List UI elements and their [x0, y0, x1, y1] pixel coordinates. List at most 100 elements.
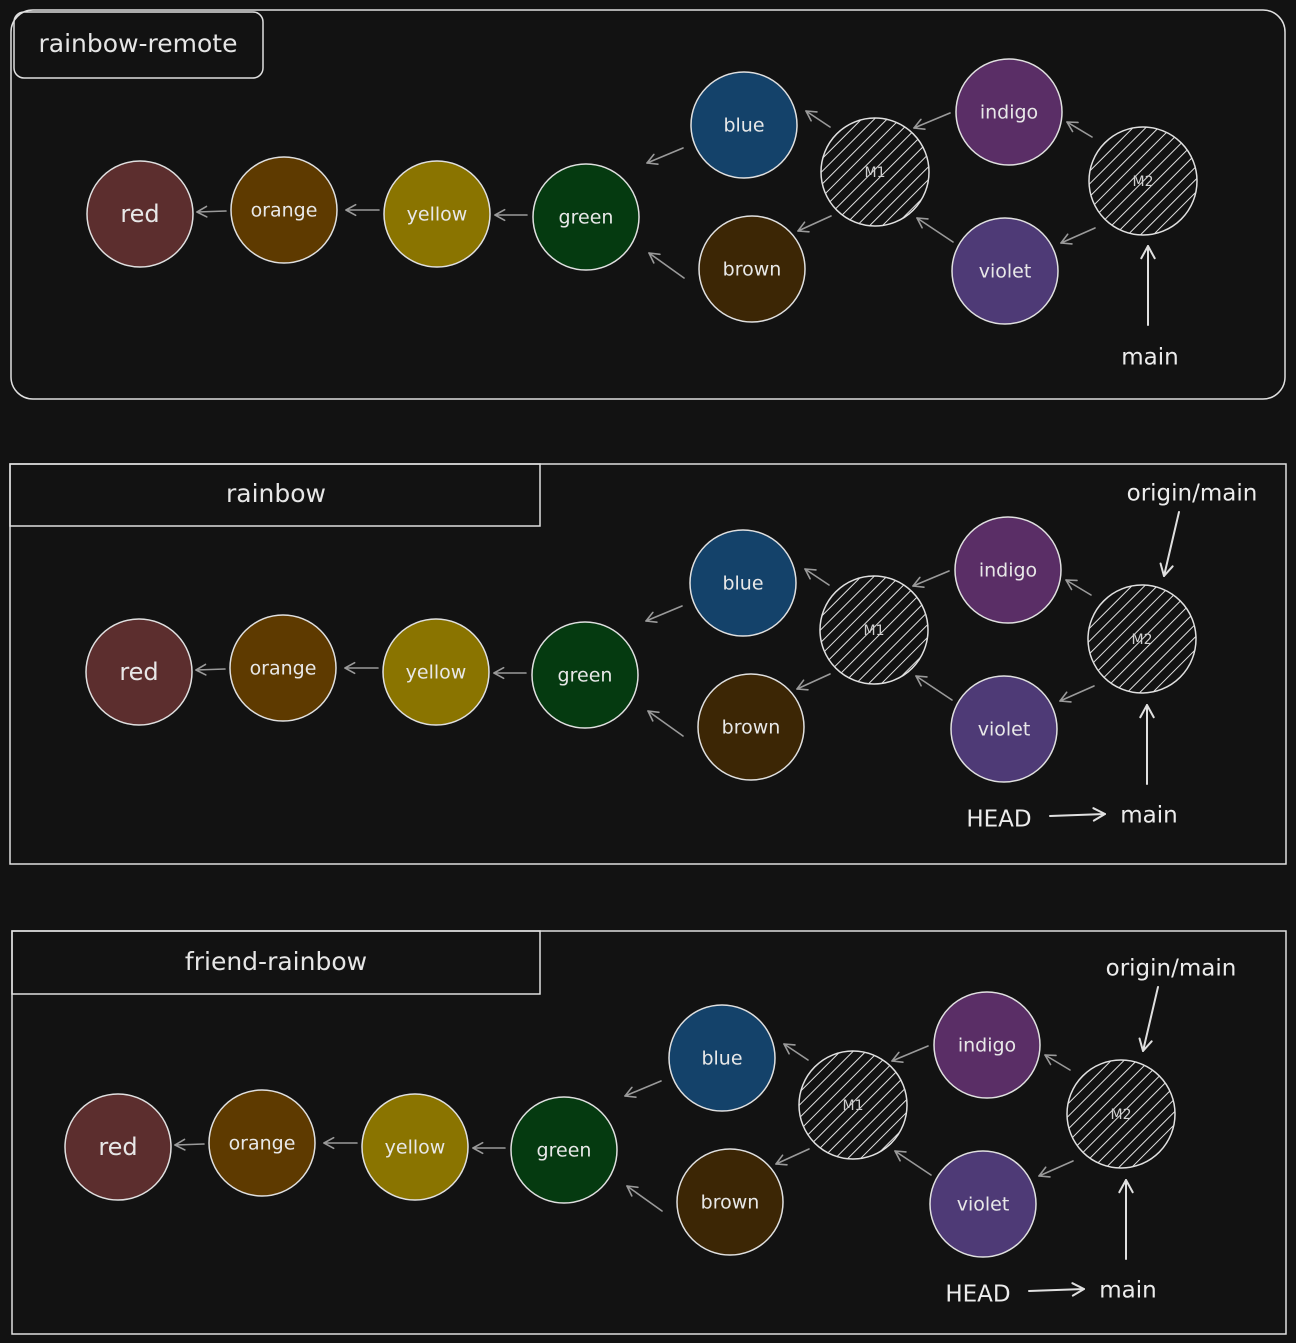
head-arrow: [1049, 807, 1106, 822]
commit-orange: orange: [229, 614, 337, 722]
parent-arrow: [494, 208, 528, 222]
commit-label: indigo: [958, 1035, 1016, 1057]
origin-main-arrow: [1159, 511, 1180, 577]
repo-name: rainbow: [226, 479, 326, 508]
commit-indigo: indigo: [955, 58, 1063, 166]
parent-arrow: [624, 1080, 662, 1098]
head-label: HEAD: [966, 807, 1031, 833]
parent-arrow: [894, 1150, 932, 1176]
commit-label: yellow: [407, 204, 468, 226]
commit-yellow: yellow: [382, 618, 490, 726]
repo-name: rainbow-remote: [39, 29, 238, 58]
parent-arrow: [797, 215, 832, 233]
commit-label: violet: [979, 261, 1032, 283]
commit-label: M2: [1111, 1107, 1132, 1123]
parent-arrow: [196, 205, 227, 218]
commit-label: blue: [722, 573, 763, 595]
commit-violet: violet: [951, 217, 1059, 325]
repo-panel: rainbow-remote red orange yellow green blue br…: [10, 9, 1286, 400]
commit-yellow: yellow: [361, 1093, 469, 1201]
parent-arrow: [344, 661, 379, 675]
parent-arrow: [1066, 121, 1093, 138]
commit-brown: brown: [676, 1148, 784, 1256]
commit-label: red: [119, 658, 158, 686]
parent-arrow: [647, 710, 684, 737]
panel-frame: [10, 9, 1286, 400]
parent-arrow: [645, 605, 683, 623]
parent-arrow: [783, 1043, 809, 1061]
commit-green: green: [531, 621, 639, 729]
commit-label: red: [98, 1133, 137, 1161]
commit-label: green: [558, 665, 613, 687]
panel-frame: [11, 930, 1287, 1335]
parent-arrow: [1038, 1160, 1074, 1178]
parent-arrow: [646, 147, 684, 165]
repo-panel: friend-rainbow red orange yellow green blue br…: [11, 930, 1287, 1335]
parent-arrow: [804, 568, 830, 586]
parent-arrow: [912, 570, 950, 588]
commit-label: orange: [251, 200, 318, 222]
commit-green: green: [510, 1096, 618, 1204]
commit-orange: orange: [208, 1089, 316, 1197]
commit-graph: red orange yellow green blue brown M1 indigo vio…: [86, 58, 1198, 371]
commit-violet: violet: [929, 1150, 1037, 1258]
commit-yellow: yellow: [383, 160, 491, 268]
parent-arrow: [916, 217, 954, 243]
commit-label: blue: [701, 1048, 742, 1070]
commit-red: red: [85, 618, 193, 726]
head-arrow: [1028, 1282, 1085, 1297]
commit-violet: violet: [950, 675, 1058, 783]
commit-blue: blue: [689, 529, 797, 637]
commit-m2: M2: [1066, 1059, 1176, 1169]
parent-arrow: [891, 1045, 929, 1063]
parent-arrow: [796, 673, 831, 691]
head-label: HEAD: [945, 1282, 1010, 1308]
commit-brown: brown: [698, 215, 806, 323]
commit-label: M2: [1132, 632, 1153, 648]
commit-brown: brown: [697, 673, 805, 781]
parent-arrow: [915, 675, 953, 701]
commit-label: M2: [1133, 174, 1154, 190]
parent-arrow: [1044, 1054, 1071, 1071]
commit-label: green: [537, 1140, 592, 1162]
panel-label-box: [9, 463, 541, 527]
repo-name: friend-rainbow: [185, 947, 367, 976]
commit-label: M1: [864, 623, 885, 639]
commit-label: orange: [229, 1133, 296, 1155]
panel-frame: [9, 463, 1287, 865]
origin-main-label: origin/main: [1127, 481, 1258, 507]
commit-label: M1: [843, 1098, 864, 1114]
main-ref-arrow: [1140, 245, 1156, 326]
commit-label: yellow: [406, 662, 467, 684]
commit-green: green: [532, 163, 640, 271]
parent-arrow: [323, 1136, 358, 1150]
origin-main-label: origin/main: [1106, 956, 1237, 982]
commit-graph: red orange yellow green blue brown M1 indigo vio…: [85, 481, 1258, 833]
commit-m2: M2: [1088, 126, 1198, 236]
commit-red: red: [86, 160, 194, 268]
branch-main-label: main: [1099, 1278, 1156, 1304]
commit-label: brown: [722, 717, 781, 739]
repo-panel: rainbow red orange yellow green blue brown M1 in…: [9, 463, 1287, 865]
parent-arrow: [805, 110, 831, 128]
commit-indigo: indigo: [933, 991, 1041, 1099]
main-ref-arrow: [1139, 704, 1155, 785]
parent-arrow: [472, 1141, 506, 1155]
commit-label: indigo: [980, 102, 1038, 124]
commit-label: yellow: [385, 1137, 446, 1159]
commit-label: brown: [701, 1192, 760, 1214]
commit-indigo: indigo: [954, 516, 1062, 624]
commit-orange: orange: [230, 156, 338, 264]
panel-label-box: [13, 11, 264, 79]
parent-arrow: [1059, 685, 1095, 703]
parent-arrow: [1065, 579, 1092, 596]
commit-m2: M2: [1087, 584, 1197, 694]
commit-label: red: [120, 200, 159, 228]
commit-m1: M1: [820, 117, 930, 227]
parent-arrow: [174, 1138, 205, 1151]
commit-label: green: [559, 207, 614, 229]
commit-label: indigo: [979, 560, 1037, 582]
commit-label: orange: [250, 658, 317, 680]
commit-label: violet: [957, 1194, 1010, 1216]
